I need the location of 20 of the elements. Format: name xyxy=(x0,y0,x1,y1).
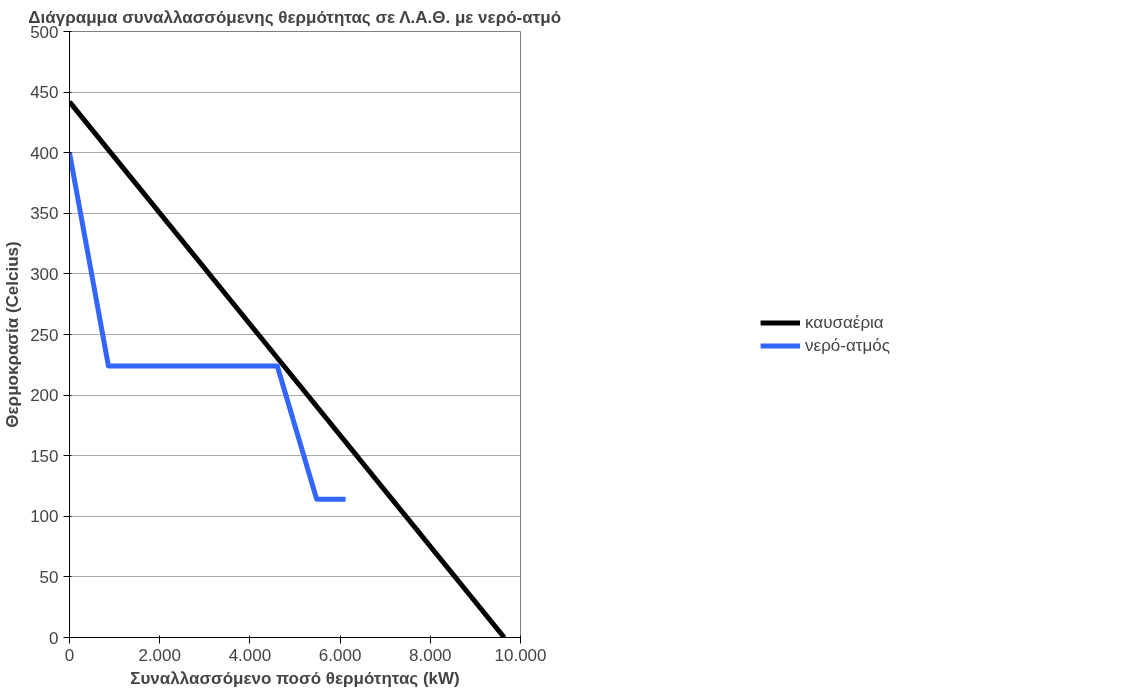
x-tick-label: 10.000 xyxy=(494,645,547,665)
x-tick-label: 6.000 xyxy=(318,645,362,665)
x-axis-title: Συναλλασσόμενο ποσό θερμότητας (kW) xyxy=(130,668,460,688)
x-tick-label: 2.000 xyxy=(138,645,181,665)
y-tick-label: 100 xyxy=(30,507,59,527)
legend-label: καυσαέρια xyxy=(805,312,884,333)
y-tick-label: 50 xyxy=(39,567,59,587)
x-tick-label: 4.000 xyxy=(228,645,272,665)
y-tick-label: 350 xyxy=(30,204,59,224)
y-axis-title: Θερμοκρασία (Celcius) xyxy=(3,241,23,428)
y-tick-label: 300 xyxy=(30,264,59,284)
y-tick-label: 450 xyxy=(30,83,59,103)
y-tick-label: 200 xyxy=(30,386,59,406)
y-tick-label: 150 xyxy=(30,446,59,466)
x-tick-label: 8.000 xyxy=(409,645,452,665)
y-tick-label: 0 xyxy=(49,628,59,648)
x-tick-label: 0 xyxy=(64,645,75,665)
y-tick-label: 400 xyxy=(30,143,59,163)
legend-label: νερό-ατμός xyxy=(805,335,890,356)
y-tick-label: 250 xyxy=(30,325,59,345)
